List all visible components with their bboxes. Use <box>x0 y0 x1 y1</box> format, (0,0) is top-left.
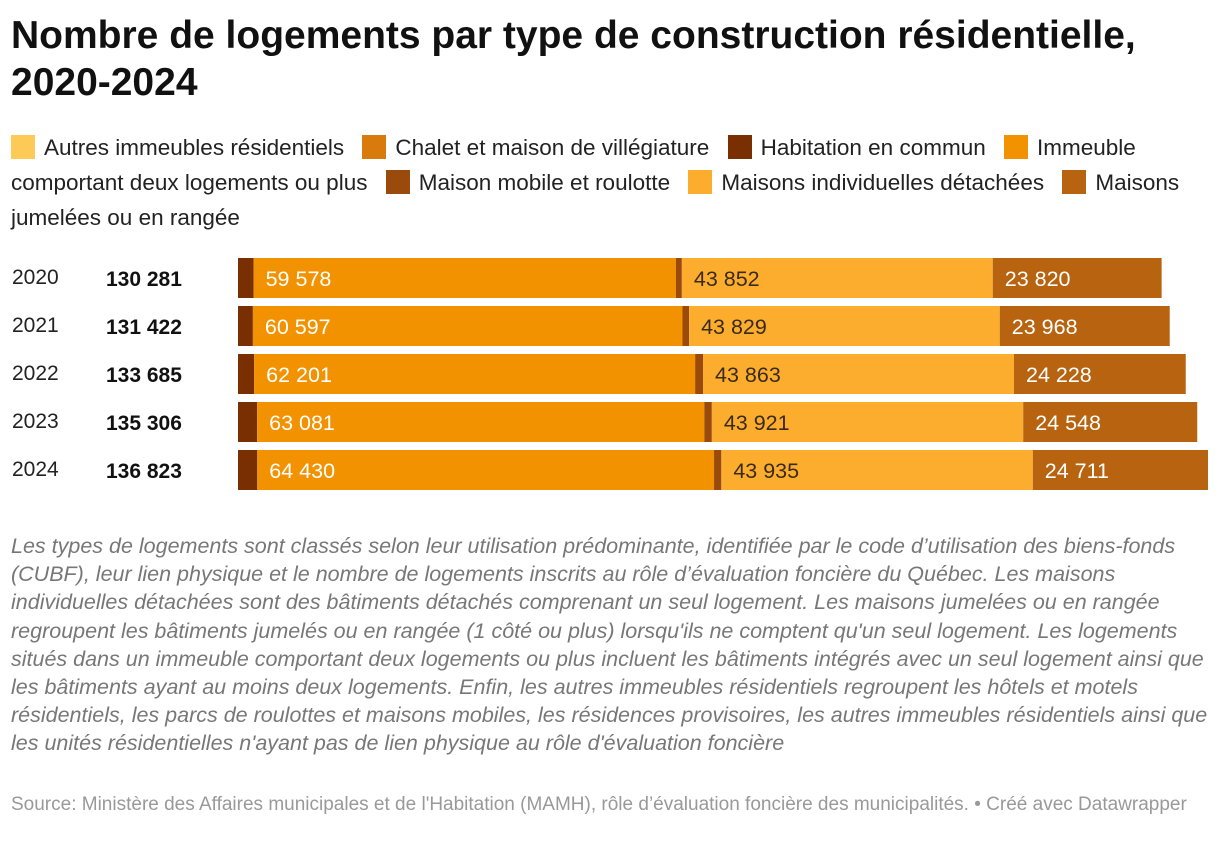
legend-swatch-chalet <box>362 135 387 159</box>
legend-label-immeuble: Immeuble comportant deux logements ou pl… <box>11 135 1136 195</box>
bar-segment-jumelees <box>992 258 1162 298</box>
chart-legend: Autres immeubles résidentiels Chalet et … <box>11 130 1206 235</box>
bar-segment-jumelees <box>1023 402 1198 442</box>
legend-swatch-immeuble <box>1003 135 1028 159</box>
year-label: 2020 <box>12 266 59 289</box>
bar-segment-immeuble <box>253 258 676 298</box>
legend-swatch-individuelles <box>688 170 713 194</box>
data-label-individuelles: 43 852 <box>694 267 760 291</box>
bar-segment-individuelles <box>711 402 1024 442</box>
data-label-immeuble: 59 578 <box>266 267 332 291</box>
data-label-jumelees: 24 711 <box>1045 459 1109 483</box>
bar-segment-jumelees <box>1032 450 1208 490</box>
bar-segment-individuelles <box>703 354 1014 394</box>
chart-svg: 2020 130 281 59 578 43 852 23 820 2021 131 422… <box>12 258 1208 490</box>
total-label: 135 306 <box>106 412 182 435</box>
data-label-immeuble: 60 597 <box>265 315 331 339</box>
bar-segment-mobile <box>695 354 704 394</box>
total-label: 136 823 <box>106 460 182 483</box>
legend-swatch-jumelees <box>1062 170 1087 194</box>
year-label: 2024 <box>12 458 59 481</box>
legend-item-jumelees: Maisons jumelées ou en rangée <box>11 170 1179 230</box>
legend-swatch-mobile <box>385 170 410 194</box>
total-label: 131 422 <box>106 316 182 339</box>
bar-segment-mobile <box>704 402 712 442</box>
legend-item-commun: Habitation en commun <box>727 135 986 160</box>
bar-segment-commun <box>238 306 253 346</box>
bar-segment-immeuble <box>257 402 705 442</box>
legend-label-chalet: Chalet et maison de villégiature <box>395 135 710 160</box>
year-label: 2022 <box>12 362 59 385</box>
legend-label-mobile: Maison mobile et roulotte <box>418 170 671 195</box>
legend-item-individuelles: Maisons individuelles détachées <box>688 170 1044 195</box>
year-label: 2021 <box>12 314 59 337</box>
total-label: 133 685 <box>106 364 182 387</box>
total-label: 130 281 <box>106 268 182 291</box>
data-label-jumelees: 23 968 <box>1012 315 1078 339</box>
data-label-jumelees: 24 228 <box>1026 363 1092 387</box>
chart-notes: Les types de logements sont classés selo… <box>11 534 1208 756</box>
data-label-jumelees: 24 548 <box>1035 411 1101 435</box>
data-label-individuelles: 43 829 <box>701 315 767 339</box>
data-label-individuelles: 43 863 <box>715 363 781 387</box>
bar-segment-commun <box>238 402 258 442</box>
bar-segment-mobile <box>682 306 690 346</box>
bar-segment-commun <box>238 354 255 394</box>
legend-label-commun: Habitation en commun <box>760 135 986 160</box>
data-label-immeuble: 63 081 <box>269 411 335 435</box>
bar-segment-immeuble <box>252 306 683 346</box>
bar-segment-individuelles <box>689 306 1000 346</box>
bar-segment-jumelees <box>1013 354 1186 394</box>
bar-segment-jumelees <box>999 306 1170 346</box>
bar-segment-commun <box>238 258 254 298</box>
chart-title: Nombre de logements par type de construc… <box>11 14 1136 104</box>
bar-segment-individuelles <box>721 450 1033 490</box>
bar-segment-individuelles <box>681 258 993 298</box>
legend-item-mobile: Maison mobile et roulotte <box>385 170 671 195</box>
legend-item-chalet: Chalet et maison de villégiature <box>362 135 709 160</box>
stacked-bar-chart: 2020 130 281 59 578 43 852 23 820 2021 131 422… <box>0 248 1220 498</box>
bar-segment-immeuble <box>254 354 696 394</box>
legend-swatch-autres <box>11 135 35 159</box>
data-label-jumelees: 23 820 <box>1005 267 1071 291</box>
legend-item-immeuble: Immeuble comportant deux logements ou pl… <box>11 135 1136 195</box>
legend-label-jumelees: Maisons jumelées ou en rangée <box>11 170 1180 230</box>
data-label-immeuble: 62 201 <box>266 363 332 387</box>
data-label-individuelles: 43 921 <box>724 411 790 435</box>
legend-label-individuelles: Maisons individuelles détachées <box>721 170 1045 195</box>
bar-segment-commun <box>238 450 258 490</box>
bar-segment-immeuble <box>257 450 715 490</box>
legend-label-autres: Autres immeubles résidentiels <box>44 135 345 160</box>
data-label-individuelles: 43 935 <box>733 459 799 483</box>
legend-item-autres: Autres immeubles résidentiels <box>11 135 344 160</box>
chart-source: Source: Ministère des Affaires municipal… <box>11 794 1187 815</box>
bar-segment-mobile <box>675 258 682 298</box>
year-label: 2023 <box>12 410 59 433</box>
legend-swatch-commun <box>727 135 752 159</box>
data-label-immeuble: 64 430 <box>269 459 335 483</box>
bar-segment-mobile <box>714 450 722 490</box>
